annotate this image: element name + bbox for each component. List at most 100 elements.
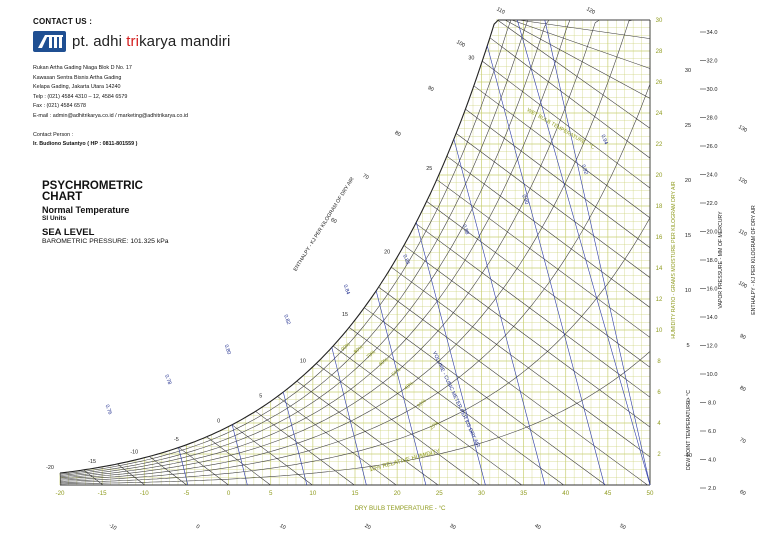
contact-title: CONTACT US : <box>33 17 93 26</box>
humidity-ratio-tick-label: 30 <box>656 18 663 24</box>
wet-bulb-tick-label: 5 <box>259 393 262 399</box>
dry-bulb-tick-label: -20 <box>56 490 66 497</box>
enthalpy-line <box>465 108 651 248</box>
vapor-pressure-tick-label: 28.0 <box>707 116 718 122</box>
enthalpy-right-tick-label: 80 <box>738 385 746 393</box>
volume-line <box>282 392 308 486</box>
enthalpy-line <box>455 133 651 278</box>
humidity-ratio-tick-label: 24 <box>656 111 663 117</box>
contact-person-label: Contact Person : <box>33 131 74 138</box>
dry-bulb-tick-label: -5 <box>184 490 190 497</box>
dew-point-tick-label: 20 <box>685 178 691 184</box>
volume-tick-label: 0.78 <box>163 374 172 386</box>
enthalpy-top-tick-label: 80 <box>393 130 401 138</box>
volume-line <box>331 347 367 486</box>
dry-bulb-tick-label: 25 <box>436 490 443 497</box>
enthalpy-bottom-tick-label: 0 <box>195 524 201 531</box>
humidity-ratio-tick-label: 26 <box>656 80 663 86</box>
dew-point-tick-label: -10 <box>684 453 692 459</box>
dry-bulb-tick-label: 15 <box>352 490 359 497</box>
wet-bulb-tick-label: 0 <box>217 419 220 425</box>
vapor-pressure-tick-label: 10.0 <box>707 372 718 378</box>
chart-title-line1: PSYCHROMETRIC <box>42 180 143 192</box>
relative-humidity-tick-label: 70% <box>365 349 377 360</box>
chart-volume-lines <box>178 19 651 486</box>
enthalpy-right-tick-label: 60 <box>738 489 746 497</box>
enthalpy-top-tick-label: 90 <box>426 85 434 93</box>
volume-tick-label: 0.84 <box>342 284 351 296</box>
enthalpy-line <box>446 155 651 308</box>
enthalpy-line <box>83 469 104 486</box>
email-line: E-mail : admin@adhitrikarya.co.id / mark… <box>33 112 189 119</box>
humidity-ratio-tick-label: 2 <box>657 452 661 458</box>
chart-pressure: BAROMETRIC PRESSURE: 101.325 kPa <box>42 238 169 245</box>
enthalpy-bottom-tick-label: 50 <box>618 523 626 531</box>
enthalpy-right-tick-label: 130 <box>737 124 748 134</box>
enthalpy-line <box>348 327 564 486</box>
chart-title-line2: CHART <box>42 190 83 203</box>
volume-line <box>486 45 605 486</box>
dry-bulb-tick-label: -15 <box>98 490 108 497</box>
dry-bulb-tick-label: -10 <box>140 490 150 497</box>
volume-line <box>453 138 546 486</box>
relative-humidity-tick-label: 20% <box>429 420 441 431</box>
wet-bulb-tick-label: 20 <box>384 249 390 255</box>
humidity-ratio-tick-label: 12 <box>656 297 663 303</box>
chart-lines <box>59 19 706 489</box>
humidity-ratio-tick-label: 14 <box>656 266 663 272</box>
dew-point-axis-label: DEW POINT TEMPERATURE - °C <box>686 390 692 470</box>
enthalpy-bottom-tick-label: 40 <box>533 523 541 531</box>
dry-bulb-tick-label: 50 <box>647 490 654 497</box>
wet-bulb-axis-label: WET BULB TEMPERATURE - °C <box>526 107 596 151</box>
address-line: Kelapa Gading, Jakarta Utara 14240 <box>33 84 121 91</box>
vapor-pressure-tick-label: 14.0 <box>707 315 718 321</box>
company-name-part: karya mandiri <box>139 32 231 50</box>
volume-line <box>517 19 651 486</box>
enthalpy-line <box>296 380 439 486</box>
address-lines: Rukan Artha Gading Niaga Blok D No. 17 K… <box>33 64 268 122</box>
volume-tick-label: 0.94 <box>600 134 609 146</box>
volume-tick-label: 0.86 <box>401 254 410 266</box>
enthalpy-line <box>364 307 606 486</box>
dew-point-tick-label: 10 <box>685 288 691 294</box>
wet-bulb-tick-label: 25 <box>426 166 432 172</box>
address-line: Kawasan Sentra Bisnis Artha Gading <box>33 74 122 81</box>
enthalpy-top-tick-label: 110 <box>495 6 505 15</box>
relative-humidity-tick-label: 60% <box>378 356 390 367</box>
enthalpy-line <box>403 245 651 428</box>
enthalpy-line <box>178 447 229 486</box>
volume-line <box>178 447 189 486</box>
chart-units: SI Units <box>42 215 67 222</box>
wet-bulb-tick-label: 30 <box>468 56 474 62</box>
humidity-ratio-tick-label: 10 <box>656 328 663 334</box>
chart-subtitle: Normal Temperature <box>42 205 130 215</box>
company-logo-row: pt. adhi trikarya mandiri <box>33 30 268 52</box>
relative-humidity-curve <box>59 19 650 479</box>
wet-bulb-tick-label: -15 <box>88 459 96 465</box>
enthalpy-line <box>504 19 651 99</box>
chart-altitude: SEA LEVEL <box>42 227 95 238</box>
dry-bulb-tick-label: 35 <box>520 490 527 497</box>
dry-bulb-tick-label: 40 <box>562 490 569 497</box>
volume-tick-label: 0.82 <box>282 314 291 326</box>
vapor-pressure-tick-label: 16.0 <box>707 287 718 293</box>
relative-humidity-curve <box>59 217 651 483</box>
enthalpy-line <box>255 411 355 486</box>
volume-tick-label: 0.88 <box>461 224 470 236</box>
vapor-pressure-tick-label: 24.0 <box>707 173 718 179</box>
humidity-ratio-tick-label: 16 <box>656 235 663 241</box>
volume-line <box>544 19 651 486</box>
dry-bulb-tick-label: 10 <box>309 490 316 497</box>
contact-person: Contact Person : Ir. Budiono Sutantyo ( … <box>33 131 268 149</box>
dew-point-tick-label: 0 <box>686 398 689 404</box>
company-name-part: pt. adhi <box>72 32 127 50</box>
humidity-ratio-tick-label: 18 <box>656 204 663 210</box>
chart-title-block: PSYCHROMETRIC CHART Normal Temperature S… <box>42 181 242 245</box>
relative-humidity-curve <box>60 351 651 485</box>
address-line: Rukan Artha Gading Niaga Blok D No. 17 <box>33 65 132 71</box>
enthalpy-line <box>518 19 651 39</box>
phone-line: Telp : (021) 4584 4310 – 12, 4584 6579 <box>33 93 128 100</box>
vapor-pressure-tick-label: 34.0 <box>707 30 718 36</box>
enthalpy-line <box>436 179 651 338</box>
relative-humidity-curve <box>59 83 651 482</box>
